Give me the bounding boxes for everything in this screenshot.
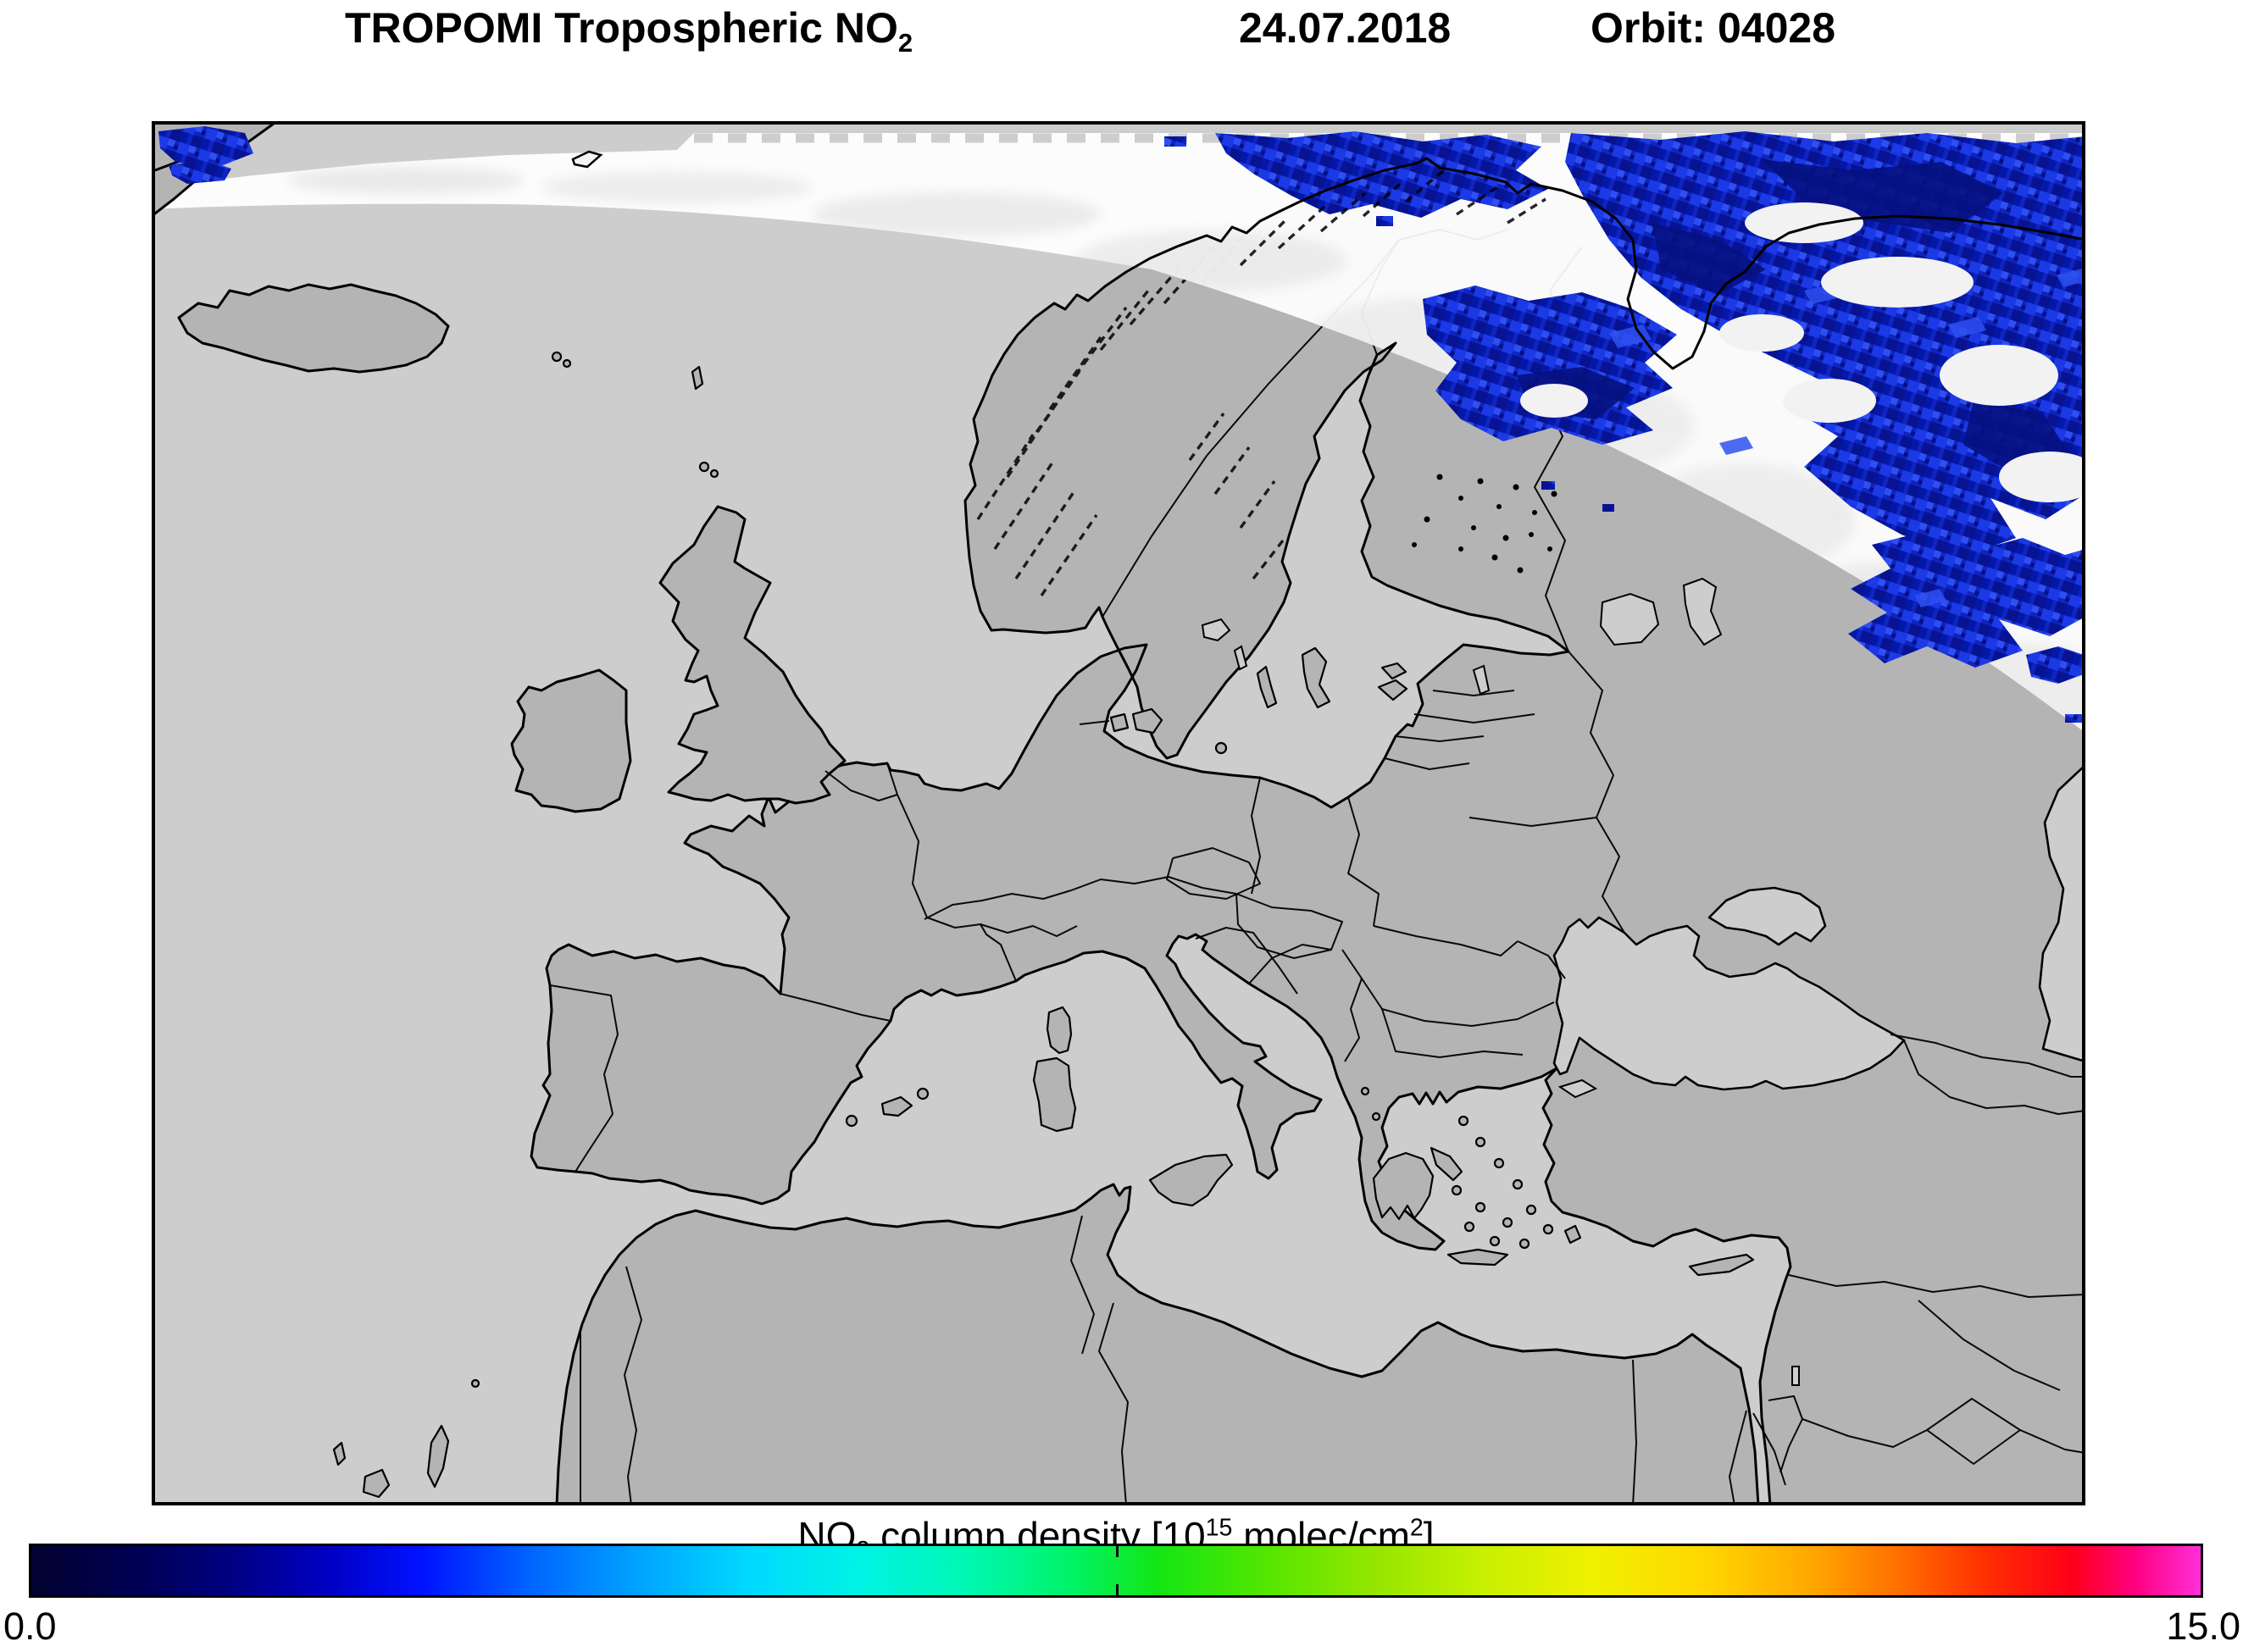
date-label: 24.07.2018: [1239, 4, 1452, 52]
title-subscript: 2: [897, 28, 913, 58]
no2-patch-norwegian-sea: [1215, 131, 1548, 218]
colorbar: [29, 1544, 2203, 1598]
funen: [1109, 712, 1130, 733]
orbit-label: Orbit: 04028: [1591, 4, 1836, 52]
faroe-2: [562, 358, 572, 369]
dead-sea: [1791, 1366, 1800, 1386]
black-sea: [1552, 916, 1906, 1091]
euboea: [1430, 1146, 1463, 1182]
canary-3: [426, 1424, 450, 1488]
corsica: [1046, 1006, 1073, 1055]
map-canvas: [152, 121, 2085, 1505]
oland: [1256, 665, 1278, 709]
greenland-corner: [152, 121, 279, 218]
peloponnese: [1372, 1151, 1435, 1221]
sardinia: [1032, 1056, 1077, 1133]
rhodes: [1563, 1224, 1582, 1245]
landmasses: [177, 157, 2085, 1505]
bornholm: [1214, 741, 1228, 755]
cloud-holes-in-data: [1520, 202, 2085, 502]
canary-1: [332, 1441, 347, 1466]
ibiza: [845, 1114, 858, 1128]
crete: [1446, 1248, 1509, 1267]
no2-patch-greenland-1: [158, 126, 253, 169]
title-text: TROPOMI Tropospheric NO: [345, 4, 898, 52]
sea-of-azov: [1707, 886, 1827, 946]
lake-peipus: [1472, 664, 1491, 696]
africa-landmass: [555, 1183, 1760, 1505]
orkney: [698, 461, 710, 473]
menorca: [916, 1087, 930, 1100]
finnish-lakes: [1412, 474, 1557, 574]
swath-cloud-band: [152, 133, 2085, 733]
caspian-sea: [2038, 763, 2085, 1063]
ireland: [510, 668, 632, 813]
great-britain: [658, 505, 847, 805]
shetland: [691, 365, 704, 391]
canary-2: [362, 1468, 391, 1499]
orkney-2: [709, 468, 719, 479]
cyprus: [1688, 1253, 1755, 1277]
colorbar-min-label: 0.0: [3, 1605, 57, 1648]
inland-seas: [1552, 763, 2085, 1386]
lake-onega: [1682, 577, 1723, 646]
madeira: [470, 1378, 480, 1389]
no2-patch-east-blob: [2026, 646, 2085, 684]
zealand: [1131, 707, 1163, 735]
sea-of-marmara: [1557, 1078, 1598, 1099]
map-frame: [152, 121, 2085, 1505]
saaremaa: [1377, 679, 1408, 701]
colorbar-mid-tick-bottom: [1116, 1584, 1119, 1595]
no2-specks: [1164, 136, 2082, 723]
hiiumaa: [1380, 662, 1407, 680]
lake-vattern: [1233, 645, 1248, 671]
lake-vanern: [1201, 618, 1231, 642]
no2-bright-bits: [1609, 269, 2085, 607]
no2-patch-greenland-2: [169, 160, 231, 184]
no2-patch-southeast: [1848, 532, 2085, 668]
faroe-1: [551, 351, 563, 363]
colorbar-max-label: 15.0: [2166, 1605, 2240, 1648]
mallorca: [880, 1095, 913, 1117]
aegean-islands: [1360, 1086, 1582, 1250]
page-title: TROPOMI Tropospheric NO2: [345, 3, 913, 58]
gotland: [1301, 646, 1331, 709]
lake-ladoga: [1599, 592, 1660, 646]
colorbar-mid-tick-top: [1116, 1546, 1119, 1557]
europe-no2-map: [152, 121, 2085, 1505]
no2-data-patches: [1164, 131, 2085, 723]
jan-mayen-island: [571, 150, 603, 169]
sicily: [1148, 1153, 1234, 1207]
iceland: [177, 283, 450, 374]
